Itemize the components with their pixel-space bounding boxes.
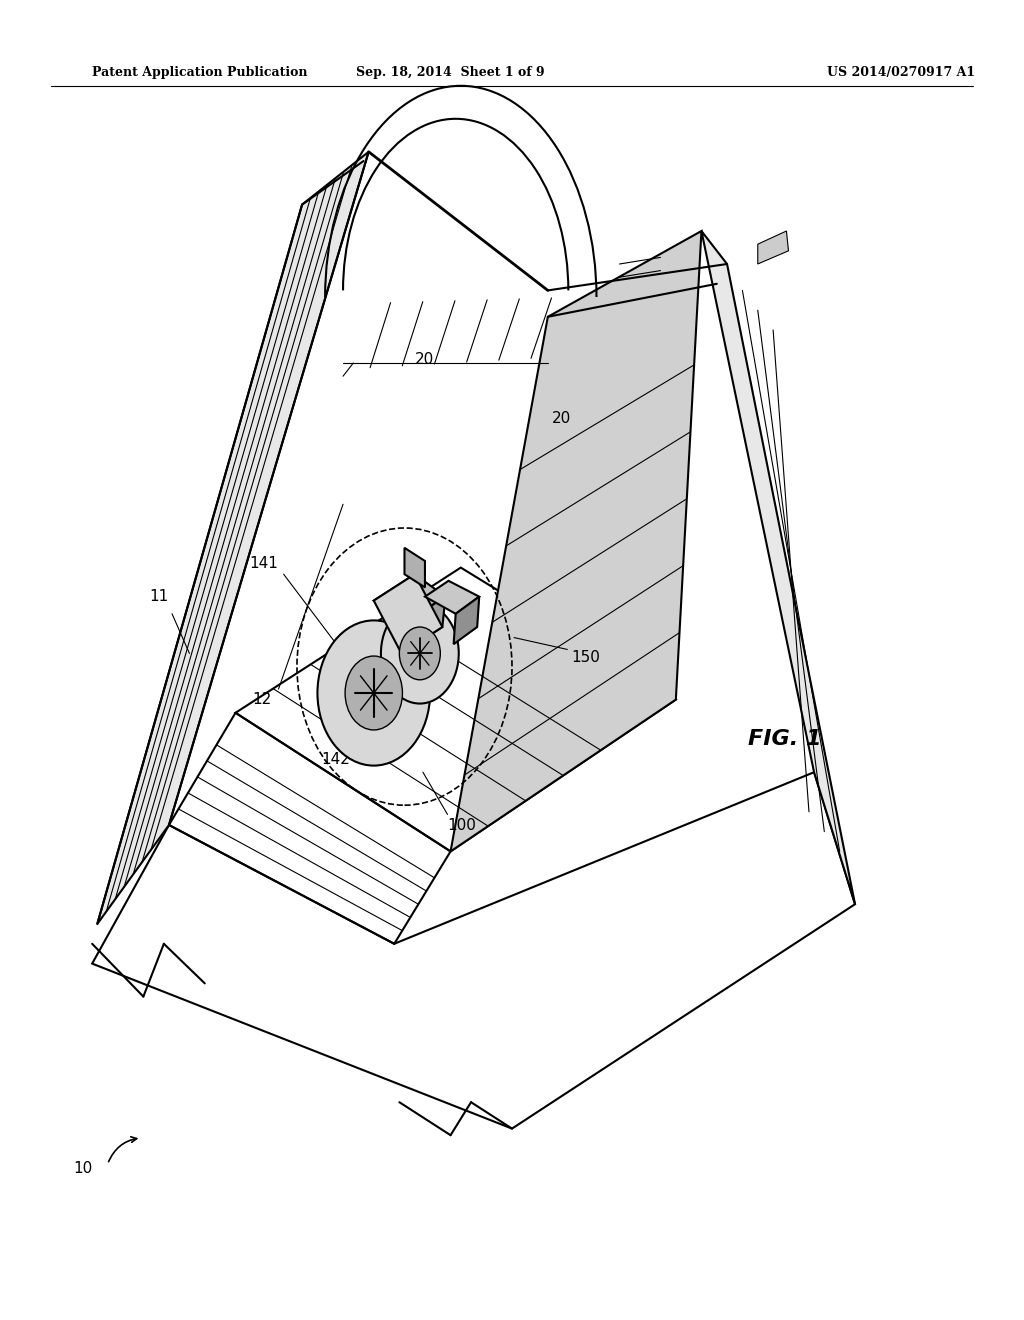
Text: 20: 20 <box>552 411 570 426</box>
Circle shape <box>381 603 459 704</box>
Polygon shape <box>404 548 425 587</box>
Polygon shape <box>97 152 369 924</box>
Circle shape <box>345 656 402 730</box>
Circle shape <box>399 627 440 680</box>
Polygon shape <box>451 231 701 851</box>
Text: Sep. 18, 2014  Sheet 1 of 9: Sep. 18, 2014 Sheet 1 of 9 <box>356 66 545 79</box>
Text: 11: 11 <box>150 589 168 605</box>
Text: US 2014/0270917 A1: US 2014/0270917 A1 <box>827 66 975 79</box>
Text: 12: 12 <box>252 692 271 708</box>
Polygon shape <box>758 231 788 264</box>
Text: FIG. 1: FIG. 1 <box>748 729 821 750</box>
Polygon shape <box>236 568 676 851</box>
Text: 100: 100 <box>447 817 476 833</box>
Circle shape <box>317 620 430 766</box>
Text: 142: 142 <box>322 751 350 767</box>
Polygon shape <box>425 581 479 614</box>
Polygon shape <box>92 772 855 1129</box>
Text: 141: 141 <box>250 556 279 572</box>
Polygon shape <box>454 597 479 644</box>
Text: 10: 10 <box>73 1160 92 1176</box>
Polygon shape <box>374 574 445 623</box>
Text: 20: 20 <box>416 351 434 367</box>
Text: 150: 150 <box>571 649 600 665</box>
Polygon shape <box>374 574 442 653</box>
Polygon shape <box>701 231 855 904</box>
Polygon shape <box>401 597 445 653</box>
Text: Patent Application Publication: Patent Application Publication <box>92 66 307 79</box>
